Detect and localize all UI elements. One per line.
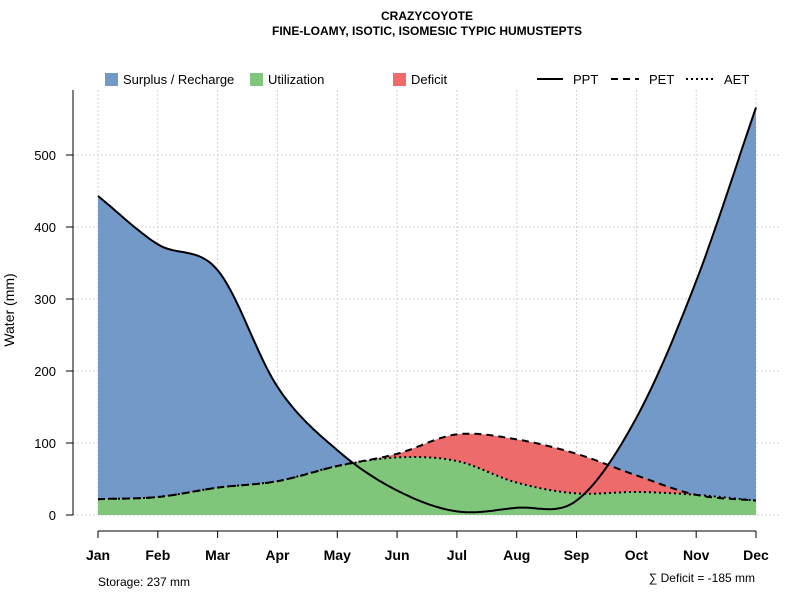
y-tick-label: 0 (49, 508, 56, 523)
y-tick-label: 400 (34, 220, 56, 235)
series-line-ppt (97, 107, 757, 514)
x-ticks: Jan Feb Mar Apr May Jun Jul Aug Sep Oct Nov Dec (86, 531, 769, 563)
legend-label-surplus: Surplus / Recharge (123, 72, 234, 87)
x-tick-label: Apr (265, 547, 290, 563)
area-fills (98, 107, 756, 515)
y-axis-label: Water (mm) (1, 273, 17, 346)
axes (72, 90, 756, 532)
y-tick-label: 300 (34, 292, 56, 307)
y-tick-label: 200 (34, 364, 56, 379)
x-tick-label: Dec (743, 547, 769, 563)
chart-title: CRAZYCOYOTE (381, 9, 473, 23)
legend-label-ppt: PPT (573, 72, 598, 87)
legend-label-aet: AET (724, 72, 749, 87)
utilization-area (98, 457, 756, 515)
legend-label-pet: PET (649, 72, 674, 87)
legend-swatch-deficit (393, 73, 406, 86)
x-tick-label: Feb (145, 547, 170, 563)
surplus-area-upper (98, 107, 756, 501)
y-tick-label: 500 (34, 148, 56, 163)
series-lines (97, 107, 757, 514)
deficit-area (98, 433, 756, 501)
x-tick-label: Oct (625, 547, 649, 563)
legend-label-deficit: Deficit (411, 72, 448, 87)
y-tick-label: 100 (34, 436, 56, 451)
x-tick-label: Jan (86, 547, 110, 563)
legend-swatch-surplus (105, 73, 118, 86)
x-tick-label: Jun (385, 547, 410, 563)
chart-subtitle: FINE-LOAMY, ISOTIC, ISOMESIC TYPIC HUMUS… (272, 24, 582, 38)
legend-label-utilization: Utilization (268, 72, 324, 87)
deficit-note: ∑ Deficit = -185 mm (649, 571, 755, 585)
legend: Surplus / Recharge Utilization Deficit P… (105, 72, 749, 87)
x-tick-label: Jul (447, 547, 467, 563)
x-tick-label: Sep (564, 547, 590, 563)
legend-swatch-utilization (250, 73, 263, 86)
x-tick-label: Aug (503, 547, 530, 563)
x-tick-label: Mar (205, 547, 230, 563)
series-line-aet (97, 456, 757, 502)
storage-note: Storage: 237 mm (98, 575, 190, 589)
x-tick-label: May (324, 547, 351, 563)
x-tick-label: Nov (683, 547, 710, 563)
y-ticks: 0 100 200 300 400 500 (34, 148, 73, 523)
